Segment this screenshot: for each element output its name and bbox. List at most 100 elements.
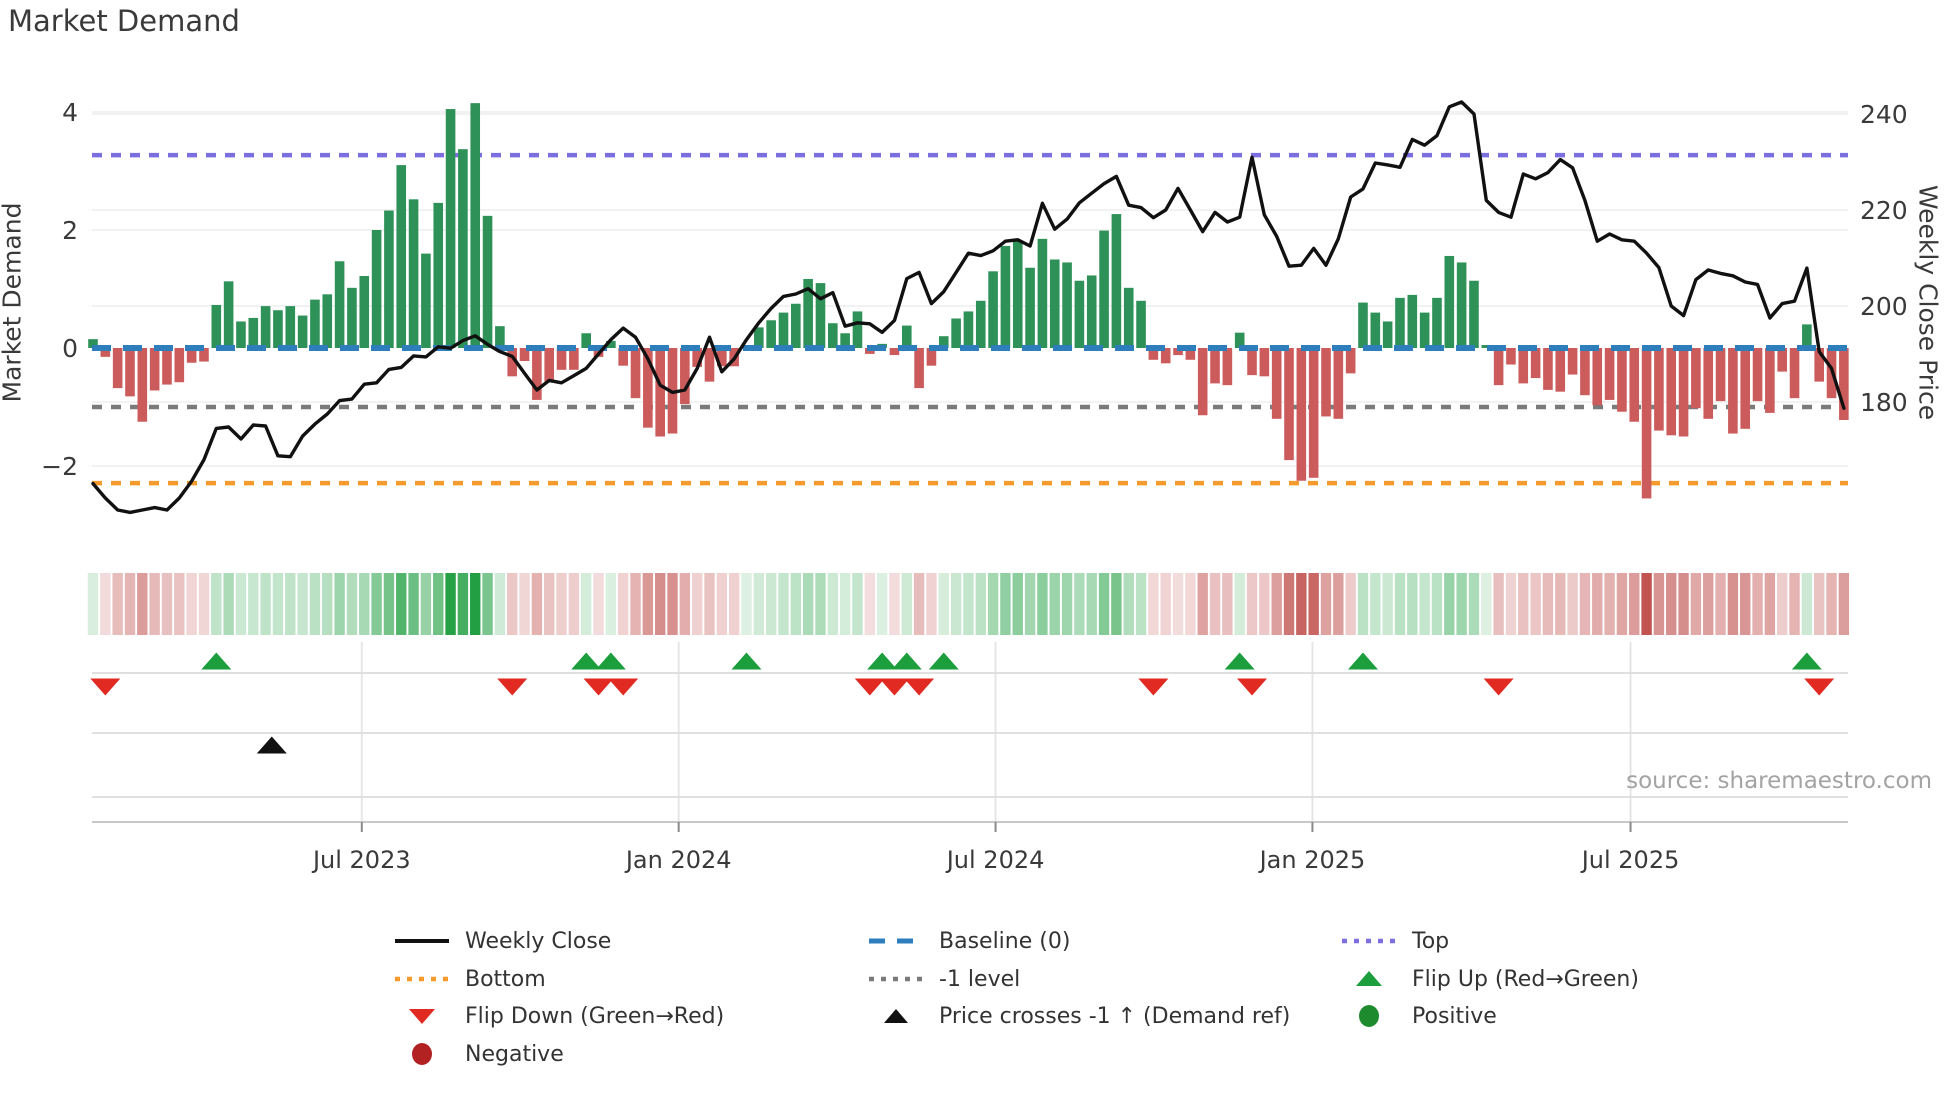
y-left-tick-label: 2: [62, 216, 78, 245]
demand-bar: [852, 311, 863, 348]
weekly-close-line-icon: [393, 928, 451, 954]
demand-bar: [680, 348, 690, 405]
heat-strip-cell: [87, 573, 99, 635]
demand-bar: [1543, 348, 1553, 390]
heat-strip-cell: [1074, 573, 1085, 635]
legend-label: Bottom: [465, 966, 546, 992]
demand-bar: [1654, 348, 1664, 431]
flip-up-marker: [867, 652, 898, 670]
x-tick-label: Jan 2024: [624, 846, 732, 874]
heat-strip-cell: [1752, 573, 1763, 635]
demand-bar: [1321, 348, 1331, 417]
heat-strip-cell: [1259, 573, 1270, 635]
y-left-tick-label: 0: [62, 334, 78, 363]
demand-bar: [1247, 348, 1257, 376]
y-right-tick-label: 240: [1860, 100, 1908, 129]
heat-strip-cell: [1000, 573, 1011, 635]
demand-bar: [470, 103, 481, 349]
demand-bar: [569, 348, 579, 370]
flip-up-marker: [731, 652, 762, 670]
demand-bar: [236, 321, 246, 348]
demand-bar: [581, 333, 591, 348]
flip-down-marker: [608, 678, 639, 696]
demand-bar: [1592, 348, 1603, 406]
demand-bar: [1037, 238, 1048, 348]
demand-bar: [1358, 302, 1368, 348]
demand-bars-layer: [88, 103, 1849, 499]
heat-strip-cell: [494, 573, 506, 635]
demand-bar: [532, 348, 542, 400]
demand-bar: [643, 348, 653, 428]
demand-bar: [371, 230, 382, 348]
demand-bar: [1493, 348, 1504, 386]
demand-bar: [618, 348, 628, 366]
heat-strip-cell: [1481, 573, 1492, 635]
flip-down-marker: [583, 678, 614, 696]
demand-bar: [988, 271, 998, 348]
heat-strip-cell: [1160, 573, 1171, 635]
heat-strip-cell: [1518, 573, 1529, 635]
demand-bar: [704, 348, 715, 382]
heat-strip-cell: [198, 573, 210, 635]
flip-down-marker: [904, 678, 935, 696]
heat-strip-cell: [1567, 573, 1578, 635]
demand-bar: [1530, 348, 1541, 379]
demand-bar: [1025, 267, 1035, 348]
demand-bar: [421, 253, 431, 348]
demand-bar: [1284, 348, 1294, 461]
heat-strip-cell: [507, 573, 518, 635]
legend-label: Baseline (0): [939, 928, 1071, 954]
demand-bar: [556, 348, 567, 370]
demand-bar: [149, 348, 160, 391]
legend-item-9: Negative: [393, 1041, 564, 1067]
heat-strip-cell: [1209, 573, 1221, 635]
demand-bar: [322, 294, 333, 348]
demand-bar: [1222, 348, 1233, 386]
demand-bar: [1469, 280, 1479, 348]
heat-strip-cell: [1197, 573, 1208, 635]
heat-strip-cell: [433, 573, 444, 635]
heat-strip-cell: [1111, 573, 1122, 635]
demand-bar: [901, 325, 912, 348]
heat-strip-cell: [260, 573, 271, 635]
heat-strip-cell: [531, 573, 543, 635]
heat-strip-cell: [1764, 573, 1776, 635]
heat-strip-cell: [704, 573, 715, 635]
demand-bar: [1567, 348, 1578, 375]
demand-bar: [1518, 348, 1529, 384]
demand-bar: [963, 311, 974, 348]
heat-strip-cell: [1123, 573, 1134, 635]
demand-bar: [926, 348, 937, 366]
heat-strip-cell: [1727, 573, 1739, 635]
heat-strip-cell: [741, 573, 752, 635]
heat-strip-cell: [100, 573, 111, 635]
demand-bar: [273, 310, 283, 348]
heat-strip-cell: [1653, 573, 1665, 635]
demand-bar: [1641, 348, 1652, 499]
heat-strip-cell: [383, 573, 395, 635]
heat-strip-cell: [1740, 573, 1751, 635]
heat-strip-cell: [950, 573, 962, 635]
heat-strip-cell: [691, 573, 703, 635]
heat-strip-cell: [1592, 573, 1603, 635]
heat-strip-cell: [1296, 573, 1307, 635]
demand-bar: [1580, 348, 1590, 396]
demand-bar: [606, 340, 616, 348]
heat-strip-cell: [642, 573, 654, 635]
legend-item-2: Top: [1340, 928, 1449, 954]
demand-bar: [1308, 348, 1319, 478]
demand-bar: [347, 287, 357, 348]
heat-strip-cell: [223, 573, 234, 635]
flip-down-marker: [497, 678, 528, 696]
demand-bar: [1814, 348, 1824, 382]
heat-strip-cell: [1431, 573, 1443, 635]
heat-strip-cell: [1690, 573, 1702, 635]
heat-strip-cell: [1308, 573, 1319, 635]
demand-bar: [1123, 287, 1134, 348]
demand-bar: [458, 149, 468, 348]
heat-strip-cell: [1049, 573, 1060, 635]
demand-bar: [396, 165, 407, 348]
heat-strip-cell: [1555, 573, 1566, 635]
heat-strip-cell: [987, 573, 999, 635]
flip-up-marker: [1347, 652, 1378, 670]
